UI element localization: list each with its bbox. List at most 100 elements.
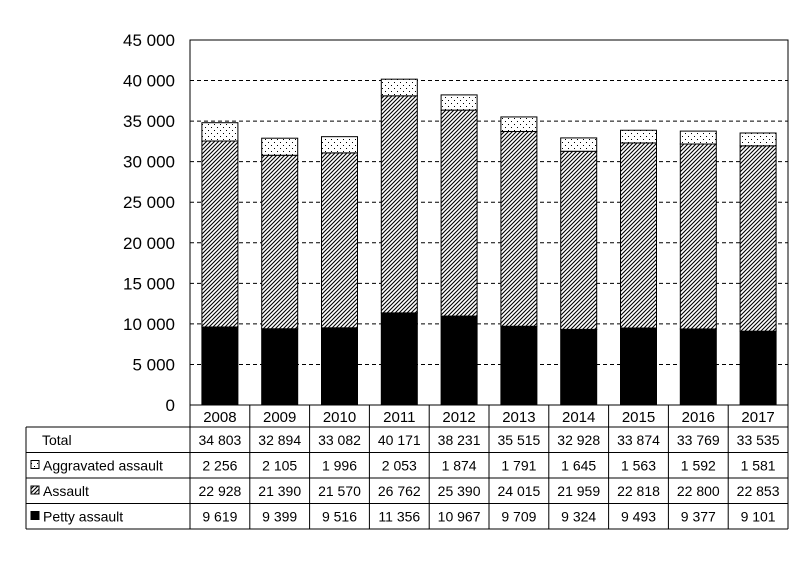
bar-assault-2012	[440, 109, 478, 317]
bar-petty-assault-2013	[500, 325, 538, 406]
table-cell: 32 894	[258, 432, 301, 448]
table-cell: 25 390	[438, 483, 481, 499]
data-table: 2008 2009 2010 2011 2012 2013 2014 2015 2016 2017…	[25, 405, 789, 530]
bar-aggravated-assault-2012	[440, 94, 478, 111]
legend-marker	[30, 460, 40, 469]
bar-aggravated-assault-2017	[739, 132, 777, 147]
table-cell: 2 105	[262, 458, 297, 474]
bar-assault-2009	[261, 154, 299, 330]
table-cell: 1 645	[561, 458, 596, 474]
y-tick-label: 20 000	[123, 234, 175, 253]
table-row-label: Aggravated assault	[43, 458, 163, 474]
table-row-label: Petty assault	[43, 509, 123, 525]
bar-aggravated-assault-2010	[321, 136, 358, 154]
table-cell: 1 791	[501, 458, 536, 474]
bar-petty-assault-2012	[440, 315, 478, 406]
bar-petty-assault-2017	[739, 330, 777, 406]
bar-assault-2017	[739, 145, 777, 332]
x-tick-label: 2008	[203, 409, 236, 426]
y-tick-label: 0	[166, 396, 175, 415]
table-cell: 21 390	[258, 483, 301, 499]
table-cell: 1 563	[621, 458, 656, 474]
bar-assault-2010	[321, 152, 358, 329]
table-cell: 11 356	[378, 509, 420, 525]
table-cell: 22 928	[198, 483, 241, 499]
bar-petty-assault-2015	[620, 327, 657, 406]
bar-assault-2015	[620, 142, 657, 329]
table-cell: 1 996	[322, 458, 357, 474]
bar-petty-assault-2009	[261, 328, 299, 406]
x-tick-label: 2017	[741, 409, 774, 426]
y-tick-label: 25 000	[123, 193, 175, 212]
bar-petty-assault-2008	[201, 326, 239, 406]
table-cell: 9 377	[681, 509, 716, 525]
bar-petty-assault-2011	[380, 312, 418, 406]
table-cell: 35 515	[497, 432, 540, 448]
bar-aggravated-assault-2009	[261, 137, 299, 156]
table-cell: 33 082	[318, 432, 361, 448]
y-tick-label: 45 000	[123, 31, 175, 50]
table-cell: 9 709	[501, 509, 536, 525]
table-cell: 9 101	[741, 509, 776, 525]
table-cell: 9 493	[621, 509, 656, 525]
bar-petty-assault-2016	[679, 328, 717, 406]
legend-marker	[30, 511, 40, 520]
bar-assault-2014	[560, 150, 598, 330]
bar-aggravated-assault-2013	[500, 116, 538, 132]
table-cell: 24 015	[497, 483, 540, 499]
table-cell: 9 399	[262, 509, 297, 525]
y-tick-label: 5 000	[132, 355, 175, 374]
table-cell: 34 803	[198, 432, 241, 448]
table-cell: 32 928	[557, 432, 600, 448]
table-cell: 1 592	[681, 458, 716, 474]
legend-marker	[30, 485, 40, 495]
bar-aggravated-assault-2014	[560, 137, 598, 152]
table-cell: 9 324	[561, 509, 596, 525]
bar-petty-assault-2010	[321, 327, 358, 406]
x-tick-label: 2009	[263, 409, 296, 426]
table-cell: 38 231	[438, 432, 481, 448]
table-row-label: Total	[42, 432, 72, 448]
bar-aggravated-assault-2015	[620, 129, 657, 144]
bar-aggravated-assault-2011	[380, 78, 418, 97]
table-cell: 22 818	[617, 483, 660, 499]
x-tick-label: 2014	[562, 409, 595, 426]
y-tick-label: 15 000	[123, 274, 175, 293]
y-tick-label: 40 000	[123, 72, 175, 91]
table-cell: 1 874	[442, 458, 477, 474]
x-tick-label: 2010	[323, 409, 356, 426]
table-cell: 21 570	[318, 483, 361, 499]
x-tick-label: 2015	[622, 409, 655, 426]
table-row-label: Assault	[43, 483, 89, 499]
table-cell: 22 853	[737, 483, 780, 499]
table-cell: 22 800	[677, 483, 720, 499]
table-cell: 33 769	[677, 432, 720, 448]
table-cell: 26 762	[378, 483, 421, 499]
table-cell: 10 967	[438, 509, 481, 525]
table-cell: 33 535	[737, 432, 780, 448]
bar-aggravated-assault-2016	[679, 130, 717, 145]
table-cell: 2 053	[382, 458, 417, 474]
y-tick-label: 35 000	[123, 112, 175, 131]
x-tick-label: 2011	[383, 409, 415, 426]
table-cell: 2 256	[202, 458, 237, 474]
table-cell: 33 874	[617, 432, 660, 448]
bar-assault-2011	[380, 95, 418, 314]
y-tick-label: 10 000	[123, 315, 175, 334]
table-cell: 21 959	[557, 483, 600, 499]
table-cell: 9 619	[202, 509, 237, 525]
bar-aggravated-assault-2008	[201, 122, 239, 142]
bar-assault-2008	[201, 140, 239, 328]
table-cell: 9 516	[322, 509, 357, 525]
x-tick-label: 2013	[502, 409, 535, 426]
plot-area: 0 5 000 10 000 15 000 20 000 25 000 30 000 35 0…	[123, 31, 789, 415]
bar-assault-2016	[679, 143, 717, 330]
table-cell: 40 171	[378, 432, 421, 448]
x-tick-label: 2016	[682, 409, 715, 426]
bar-assault-2013	[500, 130, 538, 327]
x-tick-label: 2012	[442, 409, 475, 426]
bar-petty-assault-2014	[560, 328, 598, 406]
y-tick-label: 30 000	[123, 153, 175, 172]
table-cell: 1 581	[741, 458, 776, 474]
